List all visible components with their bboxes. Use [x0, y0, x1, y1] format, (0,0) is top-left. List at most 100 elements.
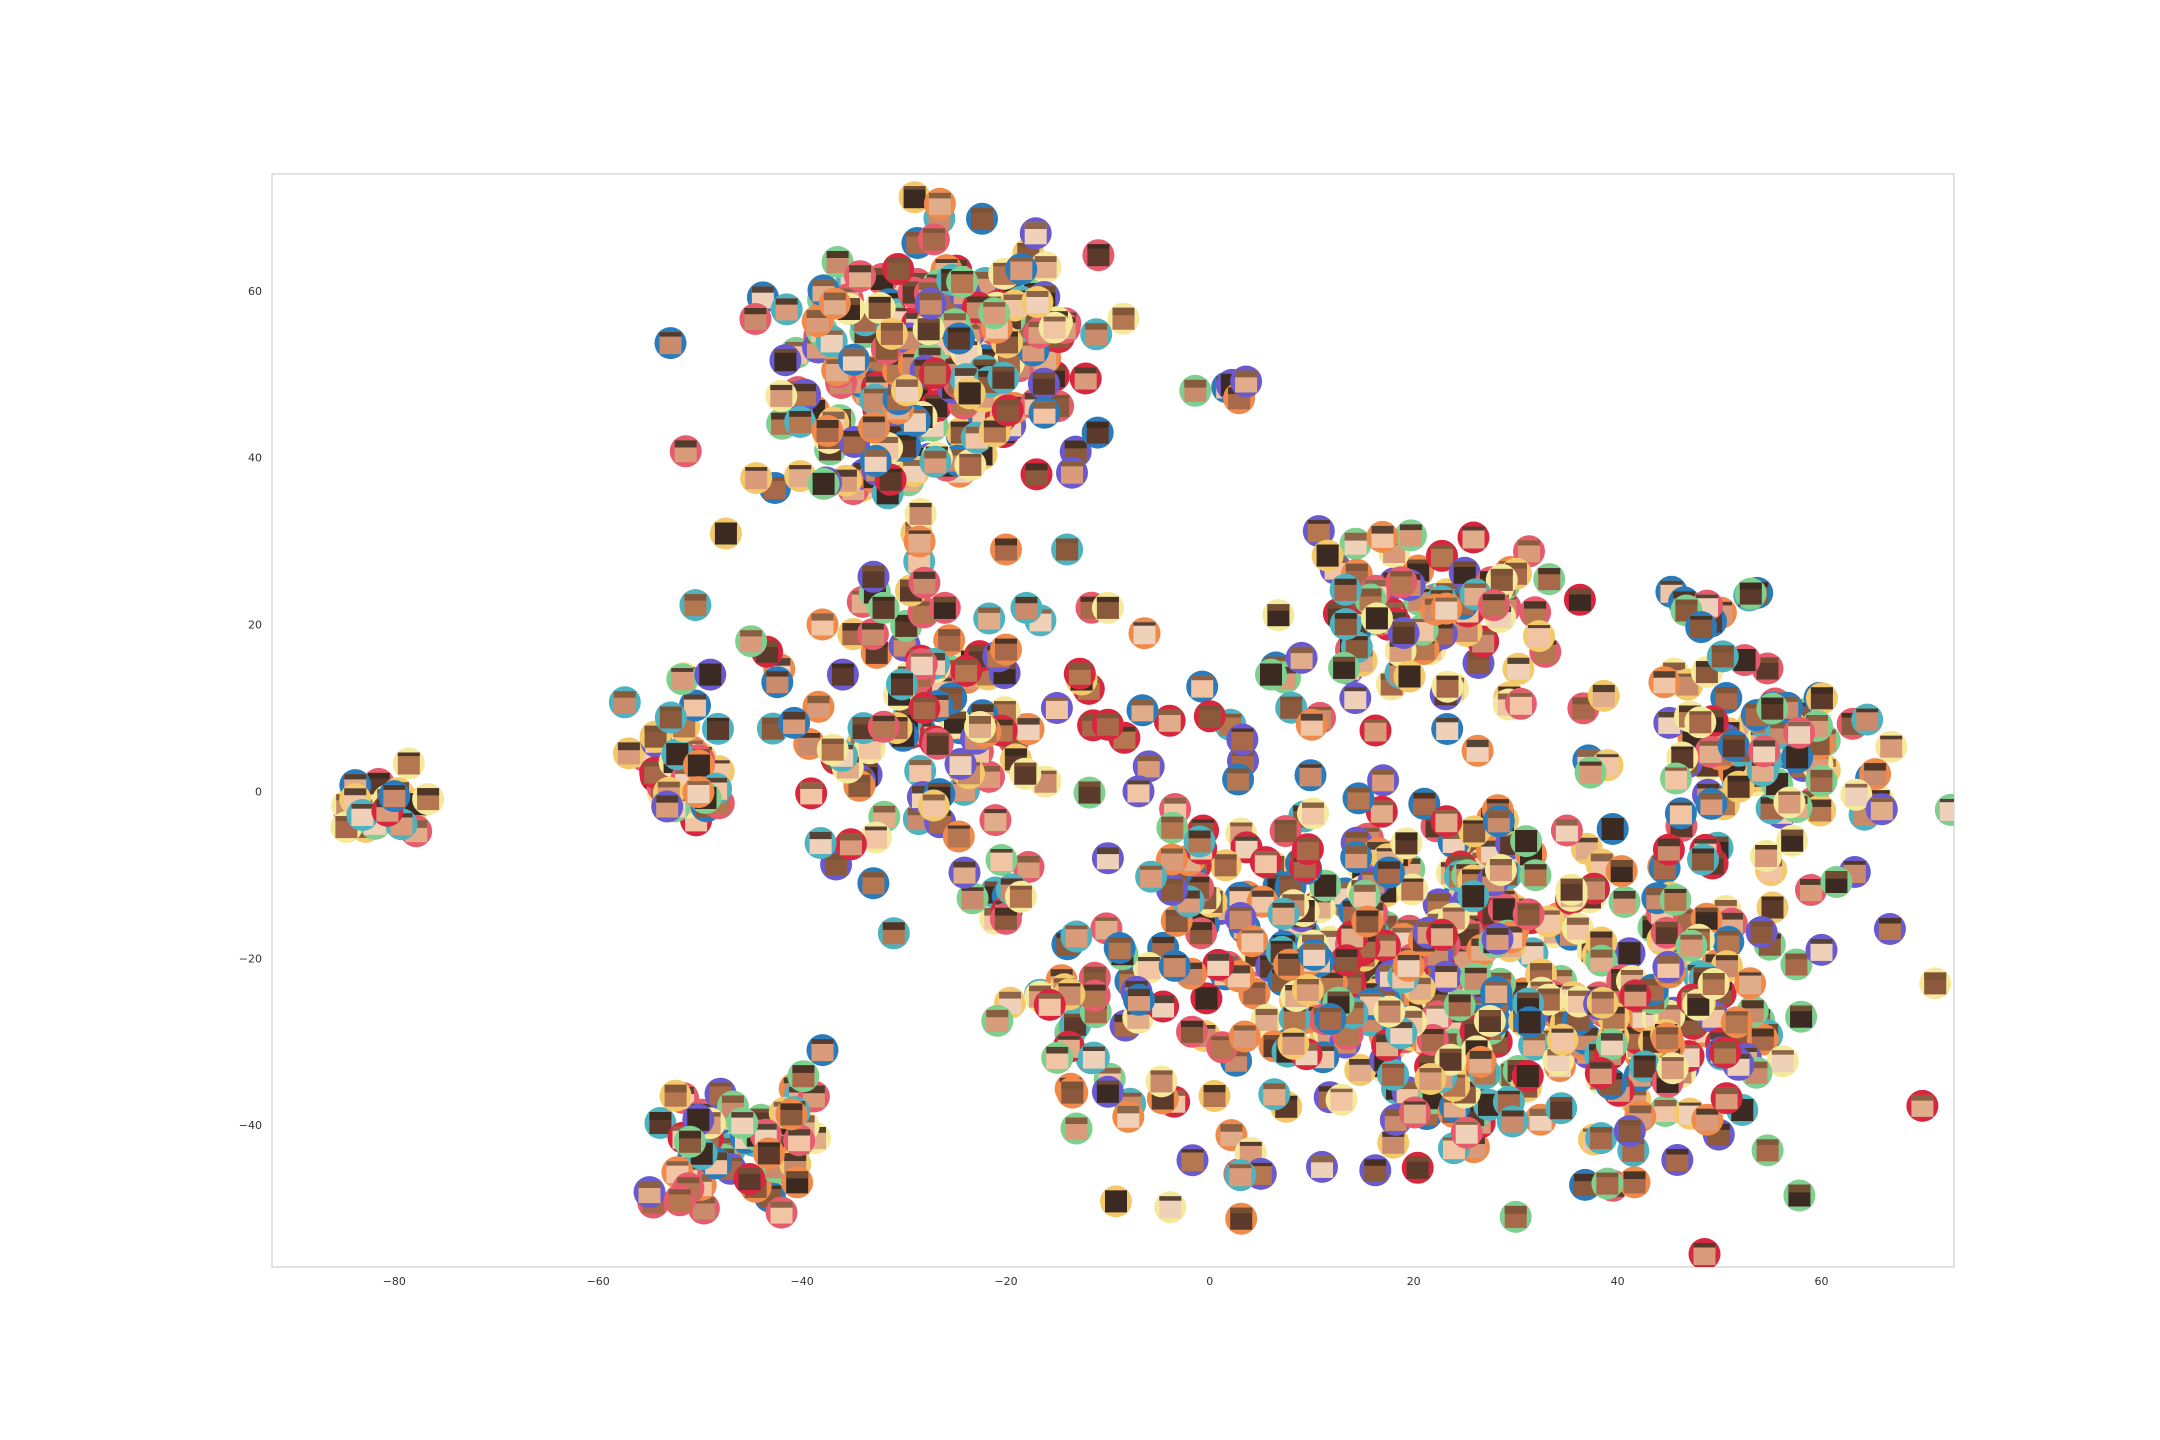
- face-point: [806, 608, 839, 641]
- face-point: [1773, 786, 1806, 819]
- face-point: [1224, 1159, 1257, 1192]
- face-point: [1077, 1041, 1110, 1074]
- face-point: [1063, 657, 1096, 690]
- face-point: [1519, 596, 1552, 629]
- face-point: [1398, 1096, 1431, 1129]
- face-point: [1329, 573, 1362, 606]
- face-point: [1691, 1103, 1724, 1136]
- face-point: [1480, 976, 1513, 1008]
- face-point: [1154, 1191, 1187, 1224]
- face-point: [769, 344, 802, 377]
- face-point: [1228, 1020, 1261, 1053]
- face-point: [942, 322, 975, 355]
- face-point: [1262, 599, 1295, 632]
- face-point: [1396, 873, 1429, 906]
- face-point: [1546, 1023, 1579, 1056]
- face-point: [1805, 933, 1838, 966]
- face-point: [1652, 950, 1685, 983]
- face-point: [1750, 840, 1783, 872]
- face-point: [1717, 729, 1750, 762]
- face-point: [733, 1163, 766, 1195]
- face-point: [1325, 1083, 1358, 1116]
- face-point: [908, 566, 941, 599]
- face-point: [1684, 706, 1717, 739]
- face-point: [1720, 1006, 1753, 1039]
- face-point: [1783, 716, 1816, 749]
- face-point: [1128, 617, 1161, 650]
- face-point: [1431, 713, 1464, 745]
- face-point: [1473, 1005, 1506, 1037]
- face-point: [1756, 891, 1789, 924]
- face-point: [1033, 988, 1066, 1021]
- face-point: [1202, 948, 1235, 981]
- face-point: [1021, 286, 1054, 318]
- face-point: [990, 633, 1022, 666]
- face-point: [1147, 990, 1180, 1023]
- face-point: [875, 317, 908, 350]
- face-point: [1785, 1000, 1818, 1033]
- face-point: [633, 1176, 666, 1209]
- face-point: [1073, 776, 1106, 809]
- face-point: [1619, 979, 1652, 1012]
- face-point: [1482, 805, 1515, 838]
- x-tick-label: −40: [790, 1275, 813, 1288]
- face-point: [1783, 1179, 1816, 1212]
- face-point: [1387, 617, 1420, 649]
- face-point: [1652, 833, 1685, 866]
- face-point: [1186, 670, 1219, 703]
- face-point: [1722, 770, 1755, 803]
- face-point: [1510, 825, 1543, 858]
- face-point: [914, 287, 947, 320]
- face-point: [1020, 458, 1053, 491]
- face-point: [979, 804, 1012, 837]
- face-point: [1027, 367, 1060, 400]
- face-point: [1628, 1050, 1661, 1083]
- face-point: [1198, 1080, 1231, 1112]
- face-point: [1091, 842, 1124, 875]
- face-point: [1648, 666, 1681, 699]
- face-point: [1209, 849, 1242, 882]
- face-point: [1585, 944, 1618, 977]
- face-point: [904, 497, 937, 530]
- face-point: [1123, 983, 1155, 1016]
- face-point: [1081, 416, 1114, 449]
- x-tick-label: −60: [587, 1275, 610, 1288]
- face-point: [857, 867, 890, 900]
- face-point: [1385, 566, 1418, 599]
- face-point: [412, 783, 445, 816]
- face-point: [1185, 917, 1218, 950]
- face-point: [1377, 1058, 1410, 1091]
- face-point: [867, 591, 900, 624]
- face-point: [1859, 758, 1892, 791]
- face-point: [1351, 905, 1384, 938]
- face-point: [1426, 918, 1458, 951]
- face-point: [1450, 1116, 1483, 1149]
- face-point: [781, 1166, 814, 1199]
- face-point: [1591, 1167, 1624, 1200]
- face-point: [654, 327, 687, 360]
- face-point: [1100, 1185, 1132, 1218]
- face-point: [1226, 723, 1259, 756]
- face-point: [1158, 949, 1191, 982]
- face-point: [1780, 948, 1813, 981]
- face-point: [1865, 793, 1898, 826]
- face-point: [1613, 937, 1646, 970]
- face-point: [944, 748, 977, 780]
- face-point: [1145, 1065, 1178, 1098]
- face-point: [1613, 1115, 1646, 1148]
- face-point: [765, 1196, 798, 1229]
- face-point: [1311, 539, 1344, 572]
- face-point: [1373, 995, 1406, 1028]
- face-point: [669, 435, 702, 468]
- face-point: [1091, 591, 1124, 624]
- face-point: [1751, 1134, 1784, 1167]
- face-point: [378, 780, 411, 813]
- face-point: [912, 313, 945, 346]
- face-point: [1805, 764, 1838, 797]
- face-point: [1156, 811, 1189, 844]
- face-point: [1080, 318, 1113, 351]
- face-point: [1107, 302, 1140, 335]
- face-point: [1776, 824, 1809, 857]
- face-point: [956, 882, 989, 915]
- x-tick-label: −80: [383, 1275, 406, 1288]
